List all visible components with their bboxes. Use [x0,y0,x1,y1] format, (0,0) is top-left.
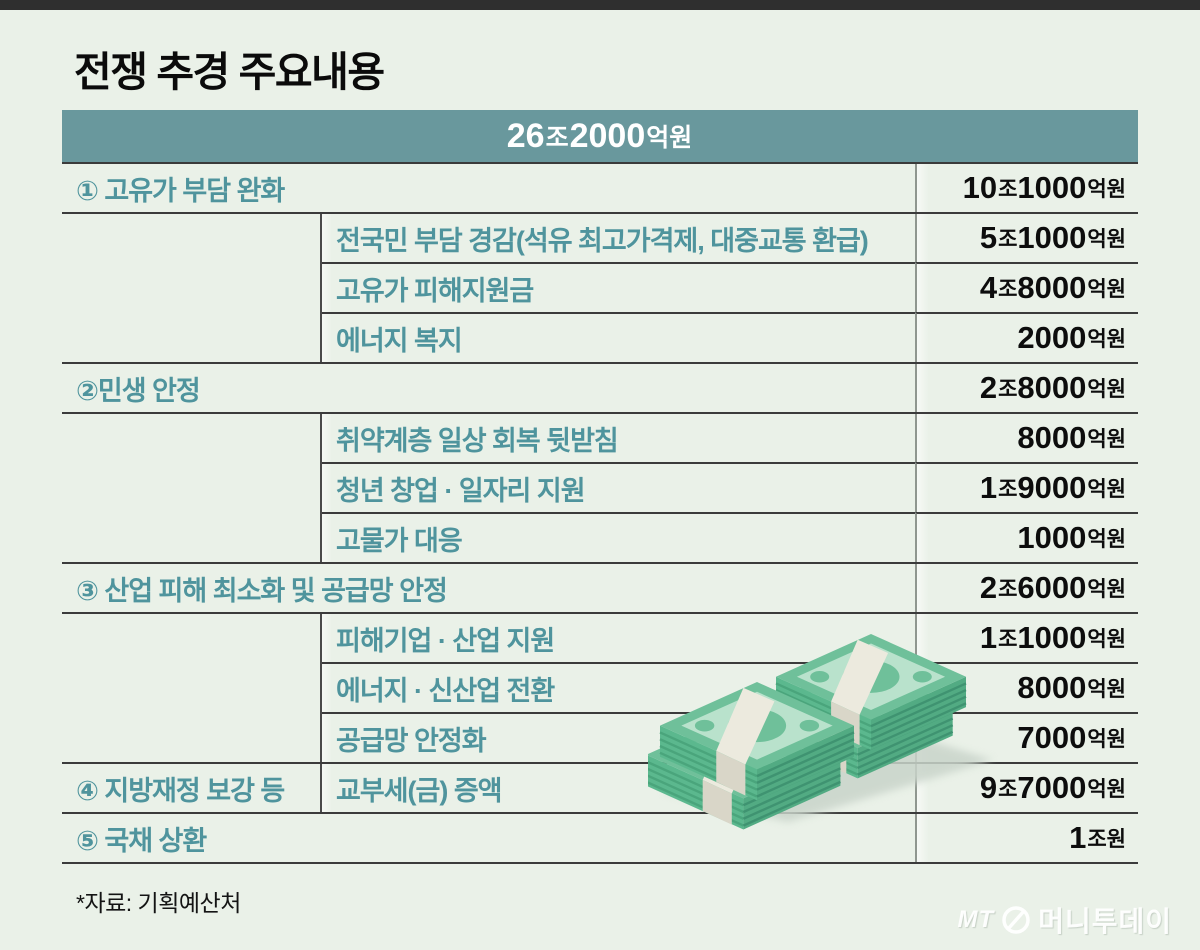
table-row: 고유가 피해지원금 4 조 8000 억원 [62,262,1138,312]
amount-value: 1000 억원 [915,512,1138,562]
amount-value: 1 조 9000 억원 [915,462,1138,512]
category-label: ③ 산업 피해 최소화 및 공급망 안정 [76,575,448,606]
page-title: 전쟁 추경 주요내용 [74,49,385,95]
sub-item-label: 고물가 대응 [322,512,915,562]
empty-cell [62,414,322,462]
table-row: ③ 산업 피해 최소화 및 공급망 안정 2 조 6000 억원 [62,562,1138,612]
category-label: ②민생 안정 [76,375,201,406]
table-row: ⑤ 국채 상환 1 조원 [62,812,1138,862]
amount-value: 5 조 1000 억원 [915,214,1138,262]
category-label: ④ 지방재정 보강 등 [62,764,322,812]
table-row: ① 고유가 부담 완화 10 조 1000 억원 [62,162,1138,212]
table-row: 취약계층 일상 회복 뒷받침 8000 억원 [62,412,1138,462]
moneytoday-logo: MT 머니투데이 [958,900,1172,940]
category-label: ① 고유가 부담 완화 [76,175,285,206]
sub-item-label: 고유가 피해지원금 [322,262,915,312]
empty-cell [62,662,322,712]
sub-item-label: 에너지 복지 [322,312,915,362]
table-row: ②민생 안정 2 조 8000 억원 [62,362,1138,412]
sub-item-label: 취약계층 일상 회복 뒷받침 [322,414,915,462]
table-row: 청년 창업 · 일자리 지원 1 조 9000 억원 [62,462,1138,512]
amount-value: 8000 억원 [915,414,1138,462]
amount-value: 10 조 1000 억원 [915,164,1138,212]
amount-value: 1 조 1000 억원 [915,614,1138,662]
empty-cell [62,512,322,562]
sub-item-label: 전국민 부담 경감(석유 최고가격제, 대중교통 환급) [322,214,915,262]
amount-value: 2 조 8000 억원 [915,364,1138,412]
amount-value: 2 조 6000 억원 [915,564,1138,612]
empty-cell [62,712,322,762]
sub-item-label: 피해기업 · 산업 지원 [322,614,915,662]
empty-cell [62,312,322,362]
empty-cell [62,214,322,262]
moneytoday-name-text: 머니투데이 [1038,906,1172,937]
table-row: 고물가 대응 1000 억원 [62,512,1138,562]
top-border [0,0,1200,10]
empty-cell [62,614,322,662]
amount-value: 1 조원 [915,814,1138,862]
amount-value: 4 조 8000 억원 [915,262,1138,312]
moneytoday-circle-icon [1002,906,1030,934]
amount-value: 2000 억원 [915,312,1138,362]
empty-cell [62,262,322,312]
empty-cell [62,462,322,512]
money-stacks-illustration [648,632,993,831]
category-label: ⑤ 국채 상환 [76,825,207,856]
table-row: 전국민 부담 경감(석유 최고가격제, 대중교통 환급) 5 조 1000 억원 [62,212,1138,262]
sub-item-label: 청년 창업 · 일자리 지원 [322,462,915,512]
table-row: 피해기업 · 산업 지원 1 조 1000 억원 [62,612,1138,662]
amount-value: 9 조 7000 억원 [915,764,1138,812]
table-row: 에너지 복지 2000 억원 [62,312,1138,362]
source-note: *자료: 기획예산처 [76,890,241,916]
table-header-total: 26 조 2000 억원 [62,110,1138,162]
mt-logo-text: MT [957,906,995,933]
